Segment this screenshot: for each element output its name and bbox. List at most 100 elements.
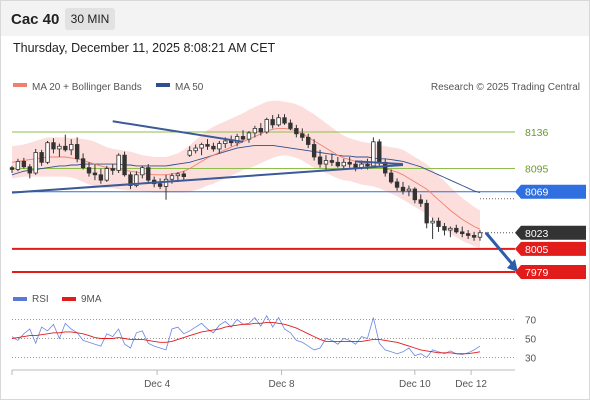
rsi-level-label-30: 30: [525, 354, 537, 365]
candle: [454, 224, 459, 234]
candle-body: [471, 235, 477, 238]
candle-body: [311, 144, 317, 158]
candle: [246, 131, 252, 143]
candle: [465, 230, 471, 240]
candle: [436, 217, 441, 232]
candle: [388, 169, 394, 184]
candle: [329, 153, 335, 166]
candle: [217, 140, 222, 154]
time-tick-label: Dec 12: [455, 379, 487, 390]
candle-body: [33, 152, 38, 174]
candle: [98, 168, 104, 184]
rsi-ma-legend-label: 9MA: [81, 294, 102, 305]
timeframe-button[interactable]: 30 MIN: [65, 8, 115, 30]
level-label-8136: 8136: [525, 127, 549, 139]
rsi-ma-line: [11, 321, 481, 355]
ma20-line: [11, 127, 481, 230]
candle: [181, 171, 186, 181]
candle-body: [193, 147, 198, 152]
candle: [187, 146, 192, 157]
rsi-ma-legend-swatch: [62, 297, 76, 301]
candle-body: [430, 220, 435, 224]
candle: [294, 124, 299, 138]
level-tag-8005: [515, 241, 586, 256]
candle-body: [400, 186, 406, 192]
candle-body: [27, 166, 32, 174]
bollinger-bands: [12, 100, 480, 248]
candle: [341, 158, 346, 170]
candle: [140, 165, 145, 179]
candle: [288, 119, 293, 131]
candle-body: [57, 145, 62, 150]
symbol-title: Cac 40: [11, 11, 60, 28]
candle-body: [317, 156, 323, 165]
candle: [412, 187, 418, 204]
candle-body: [424, 202, 429, 224]
candle-body: [217, 143, 222, 150]
candle: [27, 164, 32, 179]
candle: [116, 153, 121, 174]
credit-label: Research © 2025 Trading Central: [431, 82, 580, 93]
candle: [347, 156, 352, 168]
candle-body: [347, 161, 352, 165]
level-tag-7979: [515, 265, 586, 279]
candle: [33, 148, 38, 175]
candle: [74, 137, 80, 163]
candle-body: [282, 117, 287, 124]
trendline: [112, 120, 244, 143]
rsi-panel: 70 50 30: [11, 314, 537, 365]
candle-body: [436, 220, 441, 227]
candle: [400, 181, 406, 195]
level-label-8069: 8069: [525, 187, 549, 199]
candle: [430, 217, 435, 240]
candle-body: [175, 173, 181, 177]
price-levels: [12, 131, 515, 273]
candle-body: [341, 161, 346, 167]
candle: [104, 165, 109, 182]
candle: [199, 142, 204, 156]
candle-body: [140, 167, 145, 176]
candle: [193, 144, 198, 154]
candle-body: [169, 175, 175, 180]
header-bar: Cac 40 30 MIN: [1, 1, 589, 36]
time-axis: Dec 4 Dec 8 Dec 10 Dec 12: [11, 369, 515, 390]
candle: [39, 149, 44, 166]
candle: [146, 164, 151, 182]
candle: [86, 162, 92, 177]
level-tag-8069: [515, 184, 586, 199]
candle-body: [258, 128, 263, 133]
candle-body: [460, 231, 465, 235]
candle-body: [388, 172, 394, 183]
candle: [51, 138, 56, 154]
candle-body: [69, 144, 74, 151]
candle: [57, 143, 62, 157]
candle-body: [110, 168, 115, 171]
candle: [306, 133, 311, 149]
candle: [128, 172, 133, 190]
candle-body: [353, 163, 358, 169]
candle-body: [240, 136, 246, 140]
candle: [252, 125, 258, 138]
candle: [240, 130, 246, 141]
candle-body: [116, 154, 121, 171]
candle-body: [442, 226, 447, 231]
trendline: [355, 160, 404, 166]
candle: [69, 139, 74, 156]
candle-body: [264, 119, 269, 133]
candle: [448, 226, 453, 238]
time-tick-label: Dec 10: [399, 379, 431, 390]
candle-body: [371, 141, 376, 167]
time-tick-label: Dec 8: [268, 379, 295, 390]
candle: [205, 139, 210, 150]
candle-body: [223, 140, 228, 144]
candle-body: [276, 117, 281, 126]
candle: [323, 155, 329, 170]
candle: [264, 117, 269, 134]
time-tick-label: Dec 4: [144, 379, 171, 390]
candle: [157, 178, 163, 190]
candle-body: [98, 174, 104, 181]
candle-body: [15, 161, 21, 170]
candle-body: [80, 158, 86, 169]
candle-body: [448, 227, 453, 231]
rsi-level-label-50: 50: [525, 335, 537, 346]
